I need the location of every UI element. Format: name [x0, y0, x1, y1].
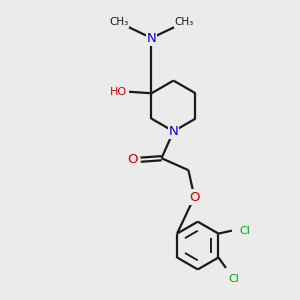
Text: N: N	[147, 32, 156, 44]
Text: CH₃: CH₃	[109, 17, 128, 28]
Text: HO: HO	[110, 87, 127, 97]
Text: O: O	[189, 190, 200, 203]
Text: N: N	[169, 125, 178, 138]
Text: Cl: Cl	[239, 226, 250, 236]
Text: Cl: Cl	[228, 274, 239, 284]
Text: O: O	[127, 153, 138, 166]
Text: CH₃: CH₃	[175, 17, 194, 28]
